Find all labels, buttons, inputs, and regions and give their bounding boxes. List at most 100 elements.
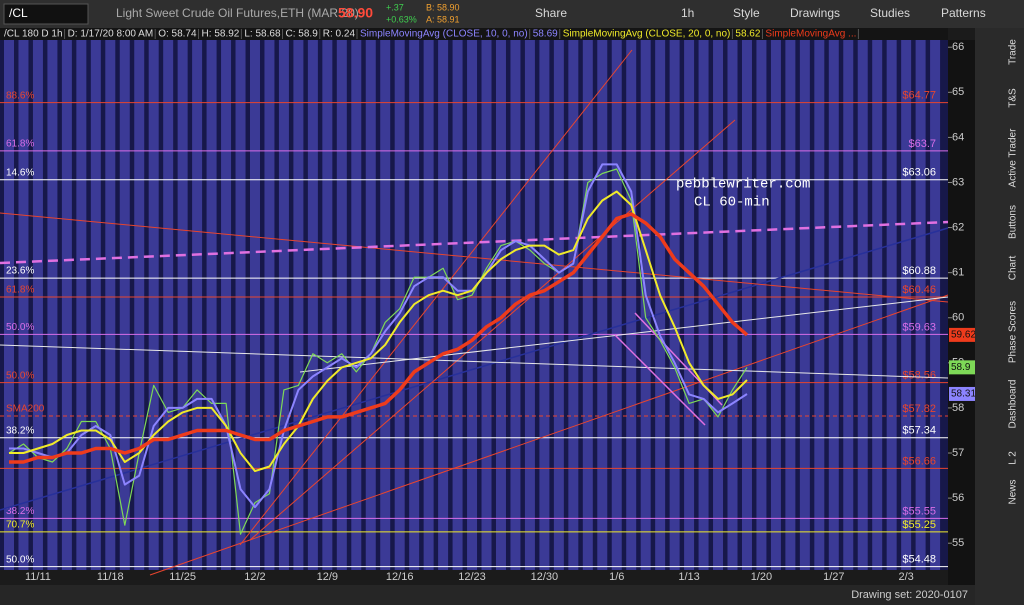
session-stripe <box>293 40 304 570</box>
annotations: pebblewriter.com CL 60-min <box>676 177 810 211</box>
annotation: CL 60-min <box>694 195 770 211</box>
price-marker <box>949 327 975 342</box>
sidebar-tab[interactable]: L 2 <box>1008 451 1019 465</box>
sidebar-tab[interactable]: Phase Scores <box>1008 301 1019 363</box>
toolbar-button[interactable]: Style <box>733 6 760 20</box>
session-stripe <box>930 40 941 570</box>
sidebar-tab[interactable]: Dashboard <box>1008 380 1019 429</box>
session-stripe <box>495 40 506 570</box>
session-stripe <box>90 40 101 570</box>
info-item: 58.62 <box>735 29 760 40</box>
info-item: /CL 180 D 1h <box>4 29 63 40</box>
level-name: 70.7% <box>6 520 34 531</box>
x-tick-label: 1/13 <box>678 571 699 583</box>
level-name: 38.2% <box>6 425 34 436</box>
session-stripe <box>785 40 796 570</box>
price-marker-label: 58.9 <box>951 362 971 373</box>
x-tick-label: 1/27 <box>823 571 844 583</box>
info-items: /CL 180 D 1h D: 1/17/20 8:00 AM O: 58.74 H:… <box>4 29 859 40</box>
bid: B: 58.90 <box>426 2 460 12</box>
symbol-box[interactable] <box>3 3 89 25</box>
toolbar <box>0 0 1024 28</box>
x-tick-label: 1/6 <box>609 571 624 583</box>
level-name: 38.2% <box>6 506 34 517</box>
session-stripe <box>438 40 449 570</box>
y-tick-label: 58 <box>952 402 964 414</box>
session-stripe <box>105 40 116 570</box>
trend-line <box>614 334 706 426</box>
series-line <box>8 168 748 535</box>
level-value: $58.56 <box>902 370 936 382</box>
trend-line <box>0 212 949 303</box>
info-item: 58.69 <box>533 29 558 40</box>
y-tick-label: 55 <box>952 537 964 549</box>
x-tick-label: 12/9 <box>317 571 338 583</box>
session-stripe <box>524 40 535 570</box>
session-stripe <box>76 40 87 570</box>
series <box>8 163 749 535</box>
session-stripe <box>264 40 275 570</box>
sidebar-tab[interactable]: Trade <box>1008 39 1019 65</box>
toolbar-button[interactable]: 1h <box>681 6 694 20</box>
x-tick-label: 12/30 <box>531 571 559 583</box>
status-text: Drawing set: 2020-0107 <box>851 589 968 601</box>
session-stripe <box>597 40 608 570</box>
sidebar-tab[interactable]: Active Trader <box>1008 128 1019 188</box>
series-line <box>9 212 749 464</box>
session-stripe <box>539 40 550 570</box>
sidebar-tab[interactable]: T&S <box>1008 88 1019 108</box>
session-stripe <box>365 40 376 570</box>
toolbar-button[interactable]: Patterns <box>941 6 986 20</box>
info-item: O: 58.74 <box>158 29 197 40</box>
session-stripe <box>857 40 868 570</box>
level-name: 14.6% <box>6 167 34 178</box>
level-value: $64.77 <box>902 90 936 102</box>
info-item: L: 58.68 <box>244 29 281 40</box>
session-stripe <box>322 40 333 570</box>
session-stripe <box>61 40 72 570</box>
session-stripe <box>278 40 289 570</box>
level-name: 50.0% <box>6 370 34 381</box>
session-stripe <box>134 40 145 570</box>
level-value: $63.7 <box>908 138 936 150</box>
price-axis <box>948 40 975 585</box>
sidebar-tab[interactable]: Buttons <box>1008 205 1019 239</box>
level-name: 23.6% <box>6 266 34 277</box>
info-bar <box>0 28 948 40</box>
y-tick-label: 65 <box>952 86 964 98</box>
session-stripe <box>380 40 391 570</box>
session-stripe <box>394 40 405 570</box>
session-stripe <box>452 40 463 570</box>
sidebar-tab[interactable]: Chart <box>1008 256 1019 281</box>
y-tick-label: 63 <box>952 176 964 188</box>
session-stripe <box>582 40 593 570</box>
last-price: 58.90 <box>338 5 373 21</box>
session-stripe <box>148 40 159 570</box>
trend-line <box>149 294 949 576</box>
session-stripe <box>307 40 318 570</box>
ask: A: 58.91 <box>426 14 460 24</box>
session-stripe <box>901 40 912 570</box>
session-stripe <box>640 40 651 570</box>
change: +.37 <box>386 2 404 12</box>
trend-line <box>299 296 949 373</box>
level-value: $60.46 <box>902 284 936 296</box>
level-name: 61.8% <box>6 139 34 150</box>
symbol[interactable]: /CL <box>9 6 28 20</box>
level-value: $55.25 <box>902 519 936 531</box>
toolbar-button[interactable]: Drawings <box>790 6 840 20</box>
level-value: $56.66 <box>902 455 936 467</box>
x-tick-label: 2/3 <box>898 571 913 583</box>
trend-line <box>0 344 949 379</box>
toolbar-button[interactable]: Share <box>535 6 567 20</box>
price-marker-label: 58.31 <box>951 389 976 400</box>
x-tick-label: 12/16 <box>386 571 414 583</box>
info-item: C: 58.9 <box>286 29 319 40</box>
session-stripe <box>163 40 174 570</box>
x-tick-label: 12/23 <box>458 571 486 583</box>
toolbar-button[interactable]: Studies <box>870 6 910 20</box>
sidebar-tab[interactable]: News <box>1008 479 1019 504</box>
trend-line <box>239 49 633 546</box>
x-tick-label: 11/25 <box>169 571 196 583</box>
session-stripe <box>626 40 637 570</box>
